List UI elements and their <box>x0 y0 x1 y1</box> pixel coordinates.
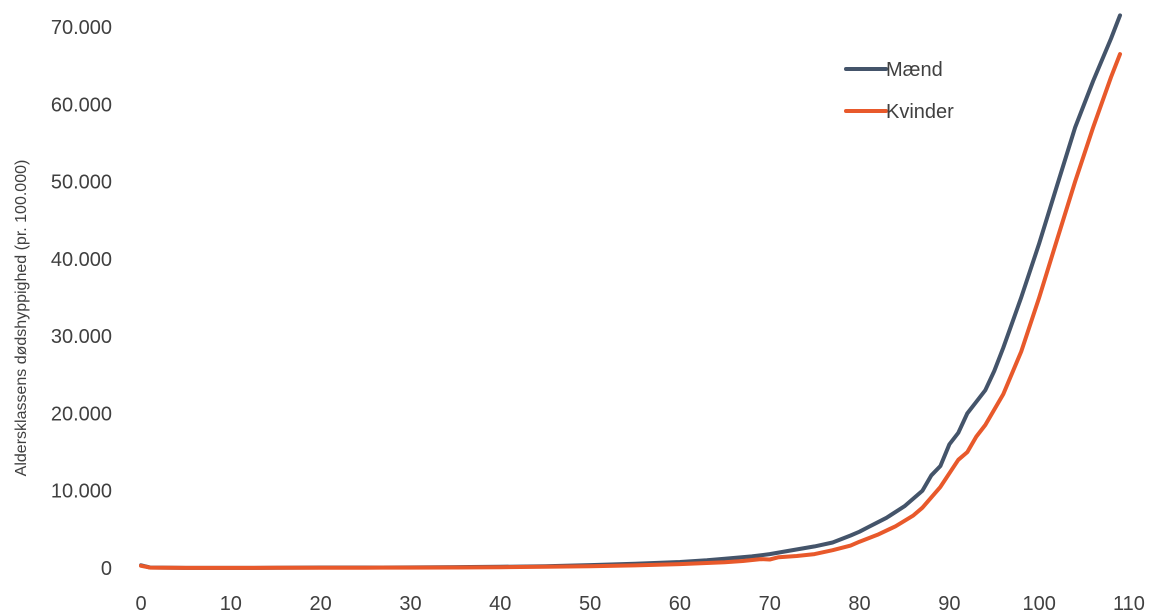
y-tick-label: 60.000 <box>51 94 112 116</box>
y-axis-ticks: 0 10.000 20.000 30.000 40.000 50.000 60.000 70.… <box>51 17 112 580</box>
x-tick-label: 30 <box>399 593 421 612</box>
x-tick-label: 60 <box>669 593 691 612</box>
x-tick-label: 10 <box>220 593 242 612</box>
legend-label-maend: Mænd <box>886 59 943 81</box>
x-tick-label: 90 <box>938 593 960 612</box>
series-line-maend <box>139 13 1122 570</box>
y-axis-title-group: Aldersklassens dødshyppighed (pr. 100.00… <box>13 160 30 477</box>
x-tick-label: 40 <box>489 593 511 612</box>
x-tick-label: 20 <box>310 593 332 612</box>
x-tick-label: 110 <box>1113 593 1145 612</box>
legend: Mænd Kvinder <box>844 59 954 123</box>
y-axis-title: Aldersklassens dødshyppighed (pr. 100.00… <box>13 160 30 477</box>
y-tick-label: 10.000 <box>51 481 112 503</box>
y-tick-label: 30.000 <box>51 326 112 348</box>
x-axis-ticks: 0 10 20 30 40 50 60 70 80 90 100 110 <box>135 593 1145 612</box>
y-tick-label: 40.000 <box>51 249 112 271</box>
y-tick-label: 20.000 <box>51 403 112 425</box>
y-tick-label: 50.000 <box>51 172 112 194</box>
x-tick-label: 0 <box>135 593 146 612</box>
x-tick-label: 50 <box>579 593 601 612</box>
series-lines <box>139 13 1122 570</box>
x-tick-label: 70 <box>759 593 781 612</box>
series-line-kvinder <box>139 52 1122 570</box>
legend-label-kvinder: Kvinder <box>886 101 954 123</box>
y-tick-label: 0 <box>101 558 112 580</box>
y-tick-label: 70.000 <box>51 17 112 39</box>
x-tick-label: 80 <box>848 593 870 612</box>
x-tick-label: 100 <box>1022 593 1055 612</box>
